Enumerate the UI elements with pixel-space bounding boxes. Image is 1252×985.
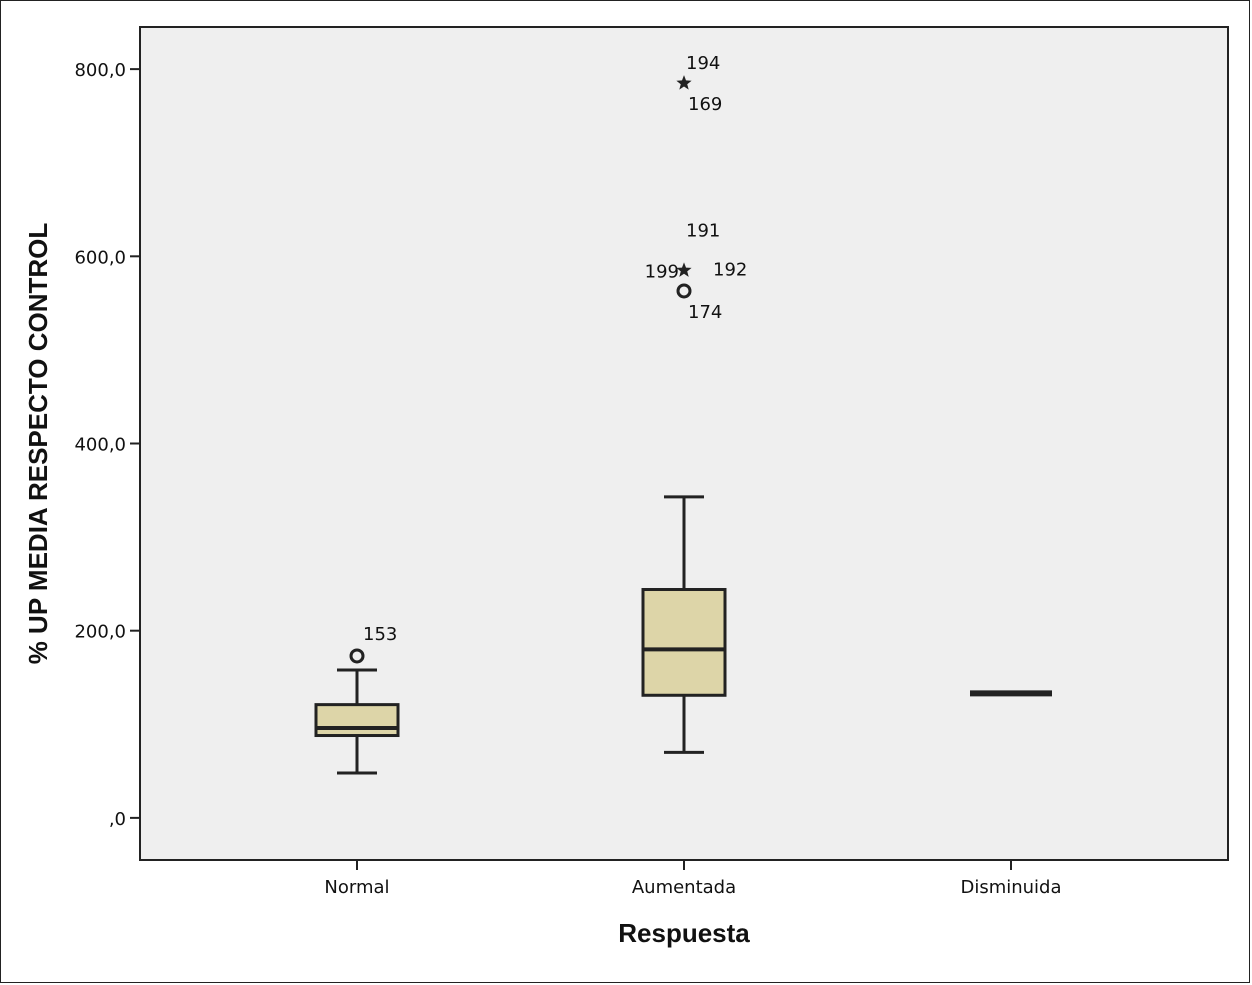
outlier-circle-marker: [349, 648, 365, 664]
outlier-label: 192: [713, 259, 747, 280]
x-axis: Normal Aumentada Disminuida: [324, 860, 1062, 898]
outlier-label: 153: [363, 624, 397, 645]
y-axis: ,0 200,0 400,0 600,0 800,0: [74, 60, 140, 830]
outlier-circle-marker: [676, 283, 692, 299]
iqr-box: [641, 588, 727, 697]
outlier-label: 191: [686, 220, 720, 241]
iqr-box: [314, 703, 400, 738]
y-tick-label: 600,0: [74, 247, 126, 268]
y-axis-title: % UP MEDIA RESPECTO CONTROL: [23, 223, 53, 665]
outlier-label: 194: [686, 53, 720, 74]
y-tick-label: 200,0: [74, 622, 126, 643]
outlier-label: 169: [688, 94, 722, 115]
x-tick-label: Disminuida: [960, 877, 1061, 898]
y-tick-label: ,0: [109, 809, 126, 830]
outlier-label: 199: [645, 261, 679, 282]
x-tick-label: Normal: [324, 877, 389, 898]
boxes: [314, 495, 1052, 775]
y-tick-label: 400,0: [74, 435, 126, 456]
outlier-label: 174: [688, 302, 722, 323]
outlier-star-marker: [676, 75, 692, 90]
y-tick-label: 800,0: [74, 60, 126, 81]
outliers: 153 194 169 191 199 192 174: [349, 53, 747, 664]
box-aumentada: [641, 495, 727, 754]
outlier-star-marker: [676, 262, 692, 277]
x-axis-title: Respuesta: [618, 918, 750, 948]
box-normal: [314, 668, 400, 775]
x-tick-label: Aumentada: [632, 877, 736, 898]
